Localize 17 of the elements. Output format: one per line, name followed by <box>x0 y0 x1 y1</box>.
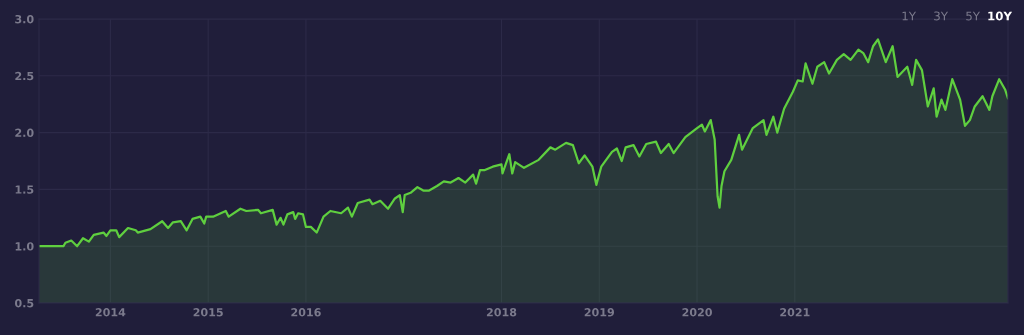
y-tick-label: 2.5 <box>15 71 34 81</box>
y-tick-label: 0.5 <box>14 298 34 308</box>
y-tick-label: 1.0 <box>15 242 34 251</box>
x-tick-label: 2019 <box>584 308 615 317</box>
y-tick-label: 1.5 <box>15 185 34 194</box>
x-tick-label: 2014 <box>95 308 126 317</box>
y-tick-label: 2.0 <box>15 128 34 137</box>
annotation: 1Y <box>902 11 917 21</box>
x-tick-label: 2018 <box>486 308 517 317</box>
annotation: 3Y <box>934 11 949 21</box>
y-tick-label: 3.0 <box>15 14 34 24</box>
x-tick-label: 2016 <box>291 308 321 317</box>
x-tick-label: 2015 <box>193 308 223 317</box>
x-tick-label: 2020 <box>682 308 712 317</box>
x-tick-label: 2021 <box>780 308 810 317</box>
annotation: 5Y <box>966 11 981 21</box>
annotation: 10Y <box>988 11 1013 21</box>
